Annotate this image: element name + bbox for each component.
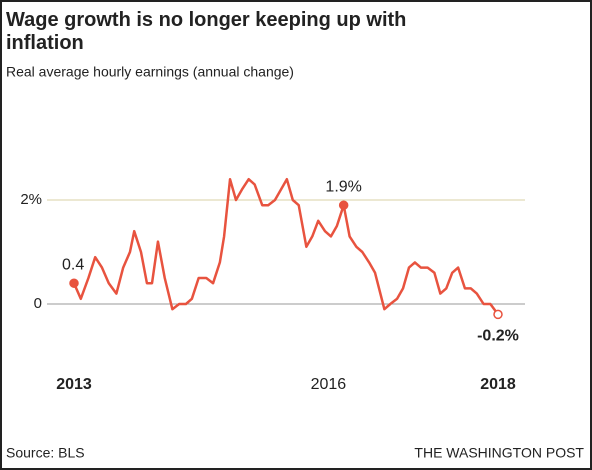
data-label: 0.4 — [62, 256, 84, 273]
y-tick-label: 0 — [34, 295, 42, 312]
x-tick-label: 2013 — [56, 376, 92, 393]
data-label: -0.2% — [477, 328, 519, 345]
point-marker — [493, 309, 503, 320]
chart-title: Wage growth is no longer keeping up with… — [6, 9, 406, 54]
point-marker — [69, 278, 79, 288]
title-line: inflation — [6, 32, 84, 54]
title-line: Wage growth is no longer keeping up with — [6, 9, 406, 31]
point-marker — [338, 200, 349, 210]
x-tick-label: 2018 — [480, 376, 516, 393]
line — [72, 177, 500, 316]
credit: THE WASHINGTON POST — [414, 445, 584, 461]
source: Source: BLS — [6, 445, 85, 461]
y-tick-label: 2% — [20, 191, 42, 208]
chart-subtitle: Real average hourly earnings (annual cha… — [6, 64, 294, 80]
x-tick-label: 2016 — [311, 376, 347, 393]
data-label: 1.9% — [325, 178, 361, 195]
